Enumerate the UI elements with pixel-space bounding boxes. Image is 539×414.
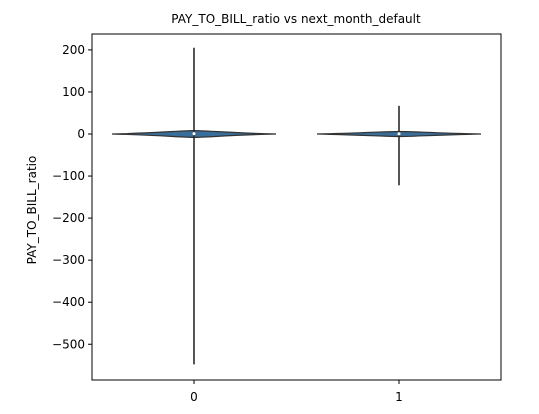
violin-group bbox=[111, 47, 482, 365]
y-tick-label: 100 bbox=[62, 85, 85, 99]
violin-median-1 bbox=[397, 132, 401, 136]
y-tick-label: −200 bbox=[52, 211, 85, 225]
y-tick-label: −300 bbox=[52, 253, 85, 267]
x-tick-label: 0 bbox=[190, 390, 198, 404]
y-tick-label: 0 bbox=[77, 127, 85, 141]
y-tick-label: −400 bbox=[52, 295, 85, 309]
chart-title: PAY_TO_BILL_ratio vs next_month_default bbox=[171, 12, 421, 26]
y-tick-label: −100 bbox=[52, 169, 85, 183]
y-axis-ticks: 200 100 0 −100 −200 −300 −400 −500 bbox=[52, 43, 92, 351]
y-tick-label: −500 bbox=[52, 337, 85, 351]
x-tick-label: 1 bbox=[395, 390, 403, 404]
plot-frame bbox=[91, 33, 502, 381]
violin-median-0 bbox=[192, 132, 196, 136]
y-axis-label: PAY_TO_BILL_ratio bbox=[25, 156, 39, 265]
y-tick-label: 200 bbox=[62, 43, 85, 57]
